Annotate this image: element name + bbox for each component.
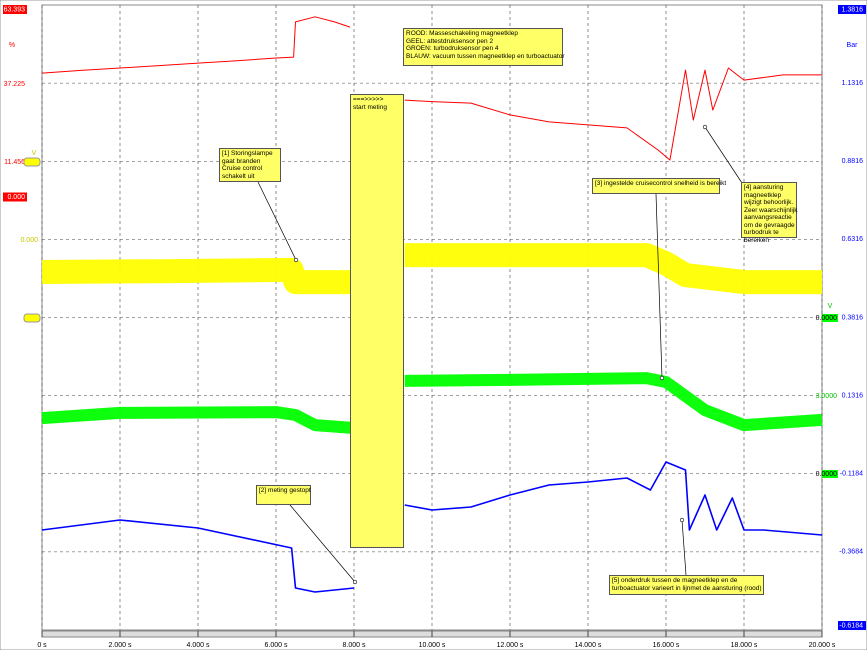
x-tick-label: 10.000 s (419, 642, 446, 649)
leader-line (681, 519, 687, 576)
y-tick-label: 1.3816 (842, 6, 864, 13)
series-line (41, 372, 823, 434)
series-line (41, 16, 822, 161)
annotation-line: wijzigt behoorlijk. (744, 199, 794, 206)
annotation-line: schakelt uit (222, 172, 255, 180)
annotation-line: turbodruk te (744, 229, 779, 236)
leader-dot (293, 257, 299, 263)
annotation-line: magneetklep (744, 191, 782, 199)
y-axis-label: Bar (847, 42, 859, 49)
annotation-line: turboactuator varieert in lijnmet de aan… (612, 584, 762, 592)
y-tick-label: -0.3684 (839, 549, 863, 556)
annotation-line: ROOD: Masseschakeling magneetklep (406, 30, 518, 37)
x-tick-label: 0 s (37, 642, 47, 649)
annotation-line: Cruise control (222, 165, 263, 172)
annotation: [1] Storingslampe gaat branden Cruise cont… (219, 148, 281, 182)
y-tick-label: -0.6184 (839, 622, 863, 629)
leader-line (655, 193, 663, 379)
annotation: ===>>>>> start meting (350, 94, 404, 548)
annotation-line: aanvangsreactie (744, 214, 792, 221)
leader-dot (352, 579, 358, 585)
annotation: [4] aansturing magneetklep wijzigt behoorl… (741, 182, 798, 244)
annotation-line: bereiken (744, 236, 769, 244)
x-tick-label: 8.000 s (343, 642, 366, 649)
series-axis-label: V (828, 303, 833, 310)
tick-box (838, 5, 866, 14)
leader-line (289, 504, 356, 583)
annotation-line: GEEL: attestdruksensor pen 2 (406, 37, 494, 45)
annotation-line: [3] ingestelde cruisecontrol snelheid is… (595, 180, 727, 187)
tick-box (838, 621, 866, 630)
x-tick-label: 12.000 s (497, 642, 524, 649)
x-tick-label: 18.000 s (731, 642, 758, 649)
annotation: ROOD: Masseschakeling magneetklep GEEL: a… (403, 28, 565, 66)
channel-marker (23, 313, 41, 323)
tick-box (822, 470, 838, 479)
annotation-line: ===>>>>> (353, 96, 384, 103)
y2-tick-label: 11.456 (4, 159, 25, 166)
series-line (41, 243, 822, 295)
x-tick-label: 2.000 s (109, 642, 132, 649)
annotation-line: [2] meting gestopt (259, 487, 311, 494)
leader-line (257, 181, 297, 261)
x-tick-label: 16.000 s (653, 642, 680, 649)
annotation-line: Zeer waarschijnlijk (744, 206, 798, 214)
annotation: [5] onderdruk tussen de magneetklep en d… (609, 575, 764, 595)
y-tick-label: 0.1316 (842, 392, 864, 399)
annotation-line: [1] Storingslampe (222, 150, 273, 157)
y2-axis-label: % (9, 42, 15, 49)
x-tick-label: 20.000 s (809, 642, 836, 649)
leader-line (704, 126, 743, 184)
annotation-line: [4] aansturing (744, 184, 784, 191)
y-tick-label: 0.6316 (842, 236, 864, 243)
x-tick-label: 14.000 s (575, 642, 602, 649)
series-axis-label: V (32, 150, 37, 157)
y2-tick-label: 37.225 (4, 81, 26, 88)
annotation-line: start meting (353, 103, 387, 111)
series-marker-label: 0.0000 (816, 315, 838, 322)
annotation-line: GROEN: turbodruksensor pen 4 (406, 45, 499, 52)
tick-box (3, 5, 27, 14)
y2-tick-label: 0.000 (7, 194, 25, 201)
y-tick-label: 0.8816 (842, 158, 864, 165)
annotation-line: gaat branden (222, 157, 261, 165)
annotation-line: om de gevraagde (744, 221, 795, 229)
leader-dot (679, 517, 685, 523)
series-tick-label: 0.0000 (816, 471, 838, 478)
y2-tick-label: 63.393 (4, 6, 26, 13)
y-tick-label: 1.1316 (842, 80, 864, 87)
x-tick-label: 4.000 s (187, 642, 210, 649)
tick-box (822, 314, 838, 322)
annotation-line: [5] onderdruk tussen de magneetklep en d… (612, 577, 738, 584)
tick-box (3, 192, 27, 202)
annotation-line: BLAUW: vacuum tussen magneetklep en turb… (406, 52, 565, 60)
leader-dot (659, 375, 665, 381)
channel-marker (23, 157, 41, 167)
leader-dot (702, 124, 708, 130)
y-tick-label: 0.3816 (842, 314, 864, 321)
y-tick-label: -0.1184 (840, 471, 863, 478)
x-tick-label: 6.000 s (265, 642, 288, 649)
series-tick-label: 3.0000 (816, 393, 838, 400)
series-tick-label: 0.000 (20, 237, 38, 244)
annotation: [2] meting gestopt (256, 485, 311, 505)
annotation: [3] ingestelde cruisecontrol snelheid is… (592, 178, 727, 194)
series-line (41, 461, 823, 593)
